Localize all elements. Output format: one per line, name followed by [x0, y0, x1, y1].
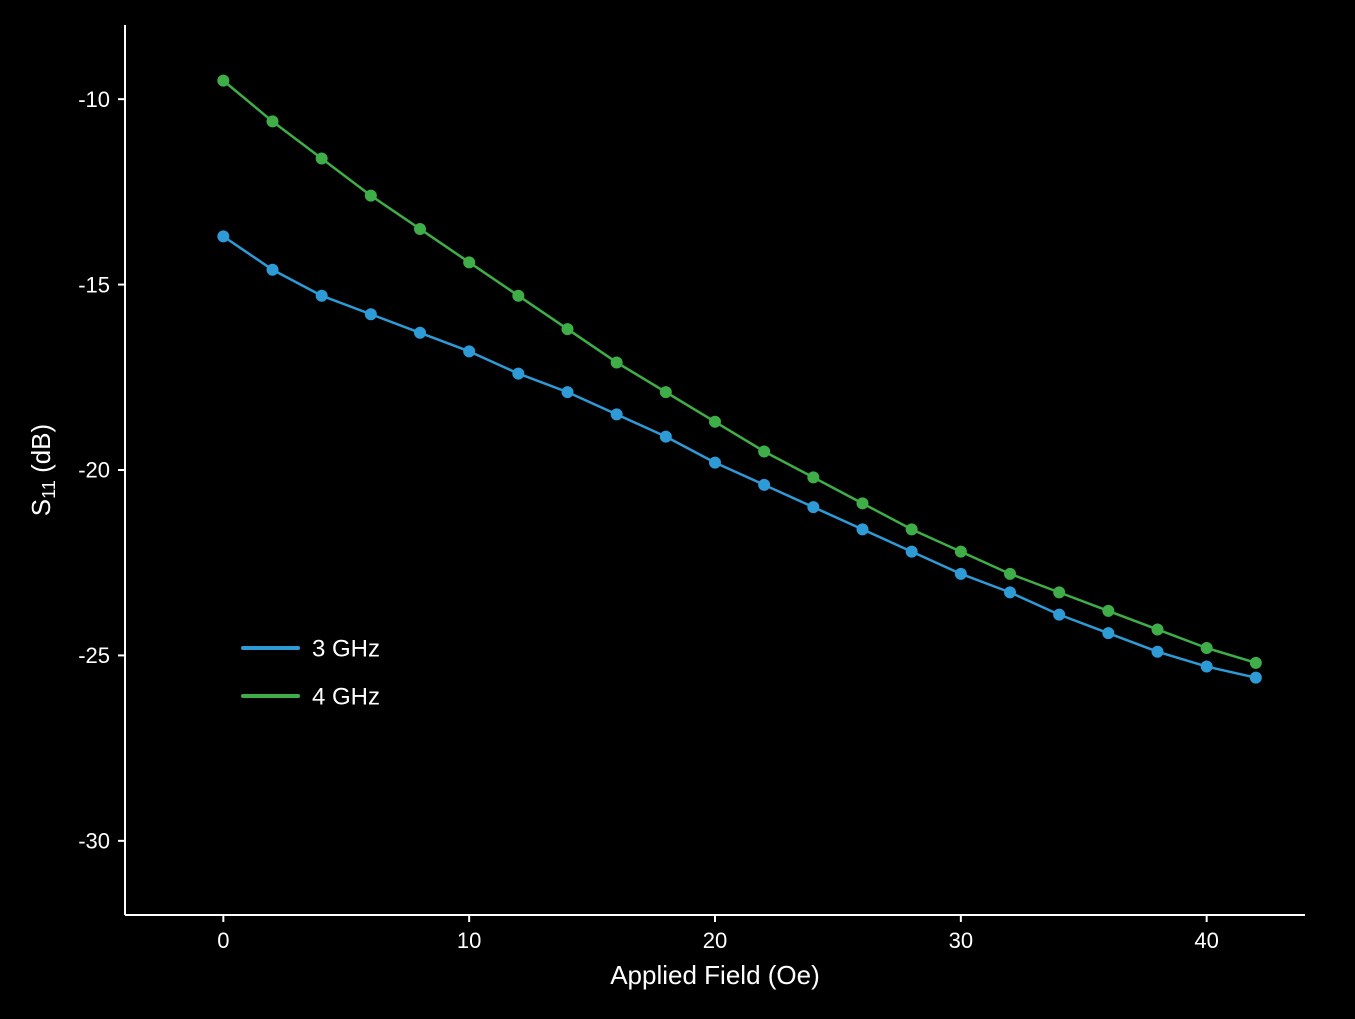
x-tick-label: 30 [949, 928, 973, 953]
x-axis-label: Applied Field (Oe) [610, 960, 820, 990]
y-tick-label: -30 [78, 829, 110, 854]
x-tick-label: 20 [703, 928, 727, 953]
line-chart: 0 10 20 30 40 -30 -25 -20 -15 -10 Applied Field (O… [0, 0, 1355, 1019]
y-tick-label: -15 [78, 272, 110, 297]
x-tick-label: 0 [217, 928, 229, 953]
y-tick-label: -25 [78, 643, 110, 668]
x-tick-label: 10 [457, 928, 481, 953]
y-axis-label: S11 (dB) [26, 424, 59, 516]
y-tick-label: -10 [78, 87, 110, 112]
x-tick-label: 40 [1194, 928, 1218, 953]
y-tick-label: -20 [78, 458, 110, 483]
legend-label: 4 GHz [312, 683, 380, 710]
chart-container: 0 10 20 30 40 -30 -25 -20 -15 -10 Applied Field (O… [0, 0, 1355, 1019]
legend-label: 3 GHz [312, 635, 380, 662]
